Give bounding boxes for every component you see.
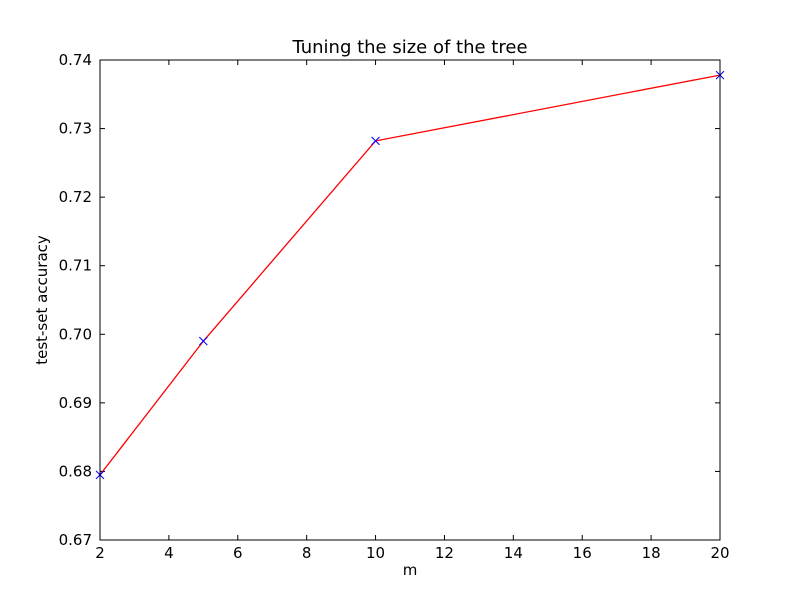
x-tick-label: 20	[710, 544, 729, 562]
y-tick-label: 0.70	[59, 325, 92, 343]
plot-area	[100, 60, 720, 540]
y-tick-label: 0.73	[59, 120, 92, 138]
y-tick-label: 0.68	[59, 462, 92, 480]
y-tick-label: 0.69	[59, 394, 92, 412]
x-tick-label: 16	[573, 544, 592, 562]
x-tick-label: 2	[95, 544, 105, 562]
data-point-marker	[198, 336, 208, 346]
y-tick-label: 0.72	[59, 188, 92, 206]
x-tick-label: 4	[164, 544, 174, 562]
chart-title: Tuning the size of the tree	[291, 37, 527, 58]
series-line	[99, 74, 721, 476]
x-tick-label: 18	[642, 544, 661, 562]
y-tick-label: 0.71	[59, 257, 92, 275]
x-tick-label: 6	[233, 544, 243, 562]
x-axis-label: m	[403, 561, 418, 579]
data-point-marker	[371, 136, 380, 146]
x-tick-label: 14	[504, 544, 523, 562]
tick-labels: 2 4 6 8 10 12 14 16 18 20 0.67 0.68 0.69 0.70 0.71 0.72…	[59, 51, 730, 562]
x-tick-label: 10	[366, 544, 385, 562]
x-tick-label: 12	[435, 544, 454, 562]
y-tick-label: 0.67	[59, 531, 92, 549]
x-tick-label: 8	[302, 544, 312, 562]
y-axis-label: test-set accuracy	[33, 235, 51, 365]
axis-ticks	[99, 59, 721, 541]
y-tick-label: 0.74	[59, 51, 92, 69]
plot-frame	[99, 59, 721, 541]
